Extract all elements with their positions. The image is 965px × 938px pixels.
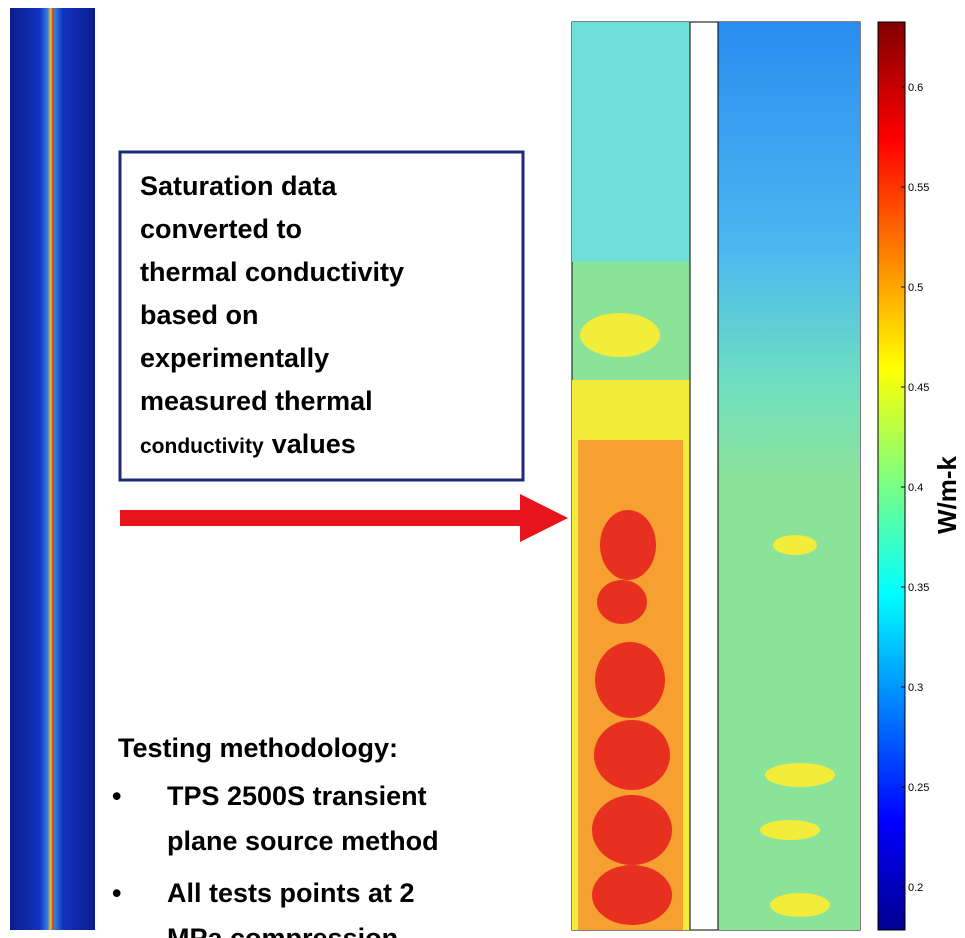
callout-line: thermal conductivity [140, 257, 404, 287]
colorbar [877, 21, 906, 931]
colorbar-tick-label: 0.5 [908, 282, 923, 294]
bullet-line: MPa compression [167, 923, 398, 938]
bullet-line: plane source method [167, 826, 439, 856]
bullet-dot: • [112, 878, 121, 908]
colorbar-tick-label: 0.4 [908, 482, 923, 494]
bullet-line: TPS 2500S transient [167, 781, 427, 811]
callout-text: Saturation data converted to thermal condu… [140, 171, 404, 459]
callout-line: values [272, 429, 356, 459]
callout-line: converted to [140, 214, 302, 244]
colorbar-tick-label: 0.6 [908, 82, 923, 94]
callout-line: measured thermal [140, 386, 373, 416]
arrow-head [520, 494, 568, 542]
callout-box [118, 150, 525, 482]
callout-line: conductivity [140, 435, 264, 458]
callout-line: Saturation data [140, 171, 338, 201]
callout-line: based on [140, 300, 259, 330]
colorbar-tick-label: 0.3 [908, 682, 923, 694]
colorbar-tick-label: 0.45 [908, 382, 929, 394]
bullet-dot: • [112, 781, 121, 811]
colorbar-label: W/m-k [932, 455, 962, 534]
colorbar-tick-label: 0.2 [908, 882, 923, 894]
callout-line: experimentally [140, 343, 329, 373]
sample-image [10, 8, 95, 930]
colorbar-tick-label: 0.25 [908, 782, 929, 794]
colorbar-tick-label: 0.55 [908, 182, 929, 194]
colorbar-tick-label: 0.35 [908, 582, 929, 594]
contour-map [571, 21, 861, 931]
method-text: Testing methodology: • TPS 2500S transient… [112, 733, 439, 938]
arrow-shaft [120, 510, 525, 526]
bullet-line: All tests points at 2 [167, 878, 415, 908]
method-heading: Testing methodology: [118, 733, 398, 763]
